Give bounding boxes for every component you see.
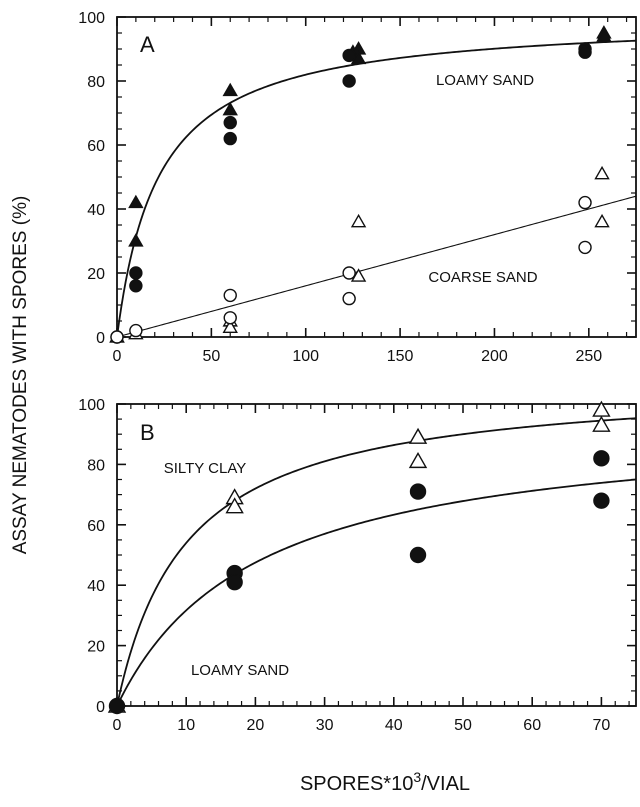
y-tick-label: 20 <box>87 266 105 283</box>
y-tick-label: 60 <box>87 138 105 155</box>
x-tick-label: 100 <box>292 348 319 365</box>
data-point-open-circle <box>342 266 356 280</box>
data-point-filled-triangle <box>128 194 144 209</box>
panel-a: 0 20 40 60 80 100 0 50 100 150 200 250 A LOAMY SAND CO… <box>78 10 637 365</box>
y-tick-label: 40 <box>87 202 105 219</box>
curve-annotation: COARSE SAND <box>428 269 537 286</box>
x-tick-label: 60 <box>523 717 541 734</box>
data-point-filled-circle <box>108 697 126 715</box>
curve-annotation: LOAMY SAND <box>191 662 289 679</box>
y-tick-label: 0 <box>96 330 105 347</box>
data-point-open-circle <box>223 311 237 325</box>
x-tick-label: 0 <box>113 717 122 734</box>
fit-curve <box>116 478 637 707</box>
data-point-open-triangle <box>592 415 611 432</box>
data-point-filled-circle <box>129 279 143 293</box>
y-tick-label: 40 <box>87 578 105 595</box>
curve-annotation: LOAMY SAND <box>436 72 534 89</box>
x-tick-label: 40 <box>385 717 403 734</box>
data-point-filled-circle <box>226 573 243 591</box>
data-point-filled-circle <box>409 546 427 564</box>
y-axis-title: ASSAY NEMATODES WITH SPORES (%) <box>10 196 31 555</box>
x-tick-label: 200 <box>481 348 508 365</box>
x-tick-label: 250 <box>575 348 602 365</box>
plot-frame <box>116 16 637 338</box>
data-point-filled-circle <box>409 483 427 500</box>
x-axis-title-main: SPORES*10 <box>300 773 413 795</box>
data-point-filled-circle <box>223 131 237 146</box>
panel-b: 0 20 40 60 80 100 0 10 20 30 40 50 60 70 B SILTY CLAY LO… <box>78 397 637 734</box>
y-tick-label: 20 <box>87 639 105 656</box>
y-tick-label: 100 <box>78 10 105 27</box>
panel-label: A <box>140 32 155 57</box>
data-point-open-circle <box>129 323 143 338</box>
data-point-open-circle <box>342 291 356 306</box>
fit-curve <box>116 417 637 707</box>
x-axis-title-superscript: 3 <box>413 769 421 785</box>
data-point-filled-circle <box>223 115 237 130</box>
x-axis-title-tail: /VIAL <box>421 773 470 795</box>
data-point-open-triangle <box>225 497 244 514</box>
data-point-open-circle <box>578 240 592 255</box>
data-point-filled-circle <box>342 74 356 88</box>
x-tick-label: 30 <box>316 717 334 734</box>
data-point-filled-circle <box>578 45 592 59</box>
data-point-filled-circle <box>593 492 610 509</box>
data-point-open-circle <box>578 195 592 210</box>
y-tick-label: 100 <box>78 397 105 414</box>
fit-curve <box>116 195 637 338</box>
x-tick-label: 150 <box>387 348 414 365</box>
y-tick-label: 60 <box>87 518 105 535</box>
x-tick-label: 50 <box>454 717 472 734</box>
data-point-open-circle <box>223 288 237 303</box>
curve-annotation: SILTY CLAY <box>164 460 247 477</box>
y-tick-label: 0 <box>96 699 105 716</box>
x-tick-label: 0 <box>113 348 122 365</box>
x-tick-label: 10 <box>177 717 195 734</box>
data-point-open-circle <box>110 330 124 344</box>
data-point-open-triangle <box>408 451 428 469</box>
x-axis-title: SPORES*103/VIAL <box>300 769 470 795</box>
y-tick-label: 80 <box>87 74 105 91</box>
x-tick-label: 50 <box>202 348 220 365</box>
data-point-filled-triangle <box>222 82 238 97</box>
panel-label: B <box>140 420 155 445</box>
data-point-filled-triangle <box>128 233 144 247</box>
data-point-filled-circle <box>129 266 143 280</box>
fit-curve <box>116 39 637 338</box>
x-tick-label: 70 <box>593 717 611 734</box>
data-point-open-triangle <box>408 427 428 444</box>
data-point-filled-triangle <box>596 28 612 42</box>
data-point-filled-circle <box>342 48 356 63</box>
data-point-filled-circle <box>593 450 610 467</box>
data-point-open-triangle <box>350 213 367 228</box>
data-point-open-triangle <box>222 319 238 333</box>
y-tick-label: 80 <box>87 457 105 474</box>
data-point-open-triangle <box>594 165 610 180</box>
x-tick-label: 20 <box>247 717 265 734</box>
data-point-open-triangle <box>594 213 610 228</box>
data-point-filled-triangle <box>222 101 238 116</box>
